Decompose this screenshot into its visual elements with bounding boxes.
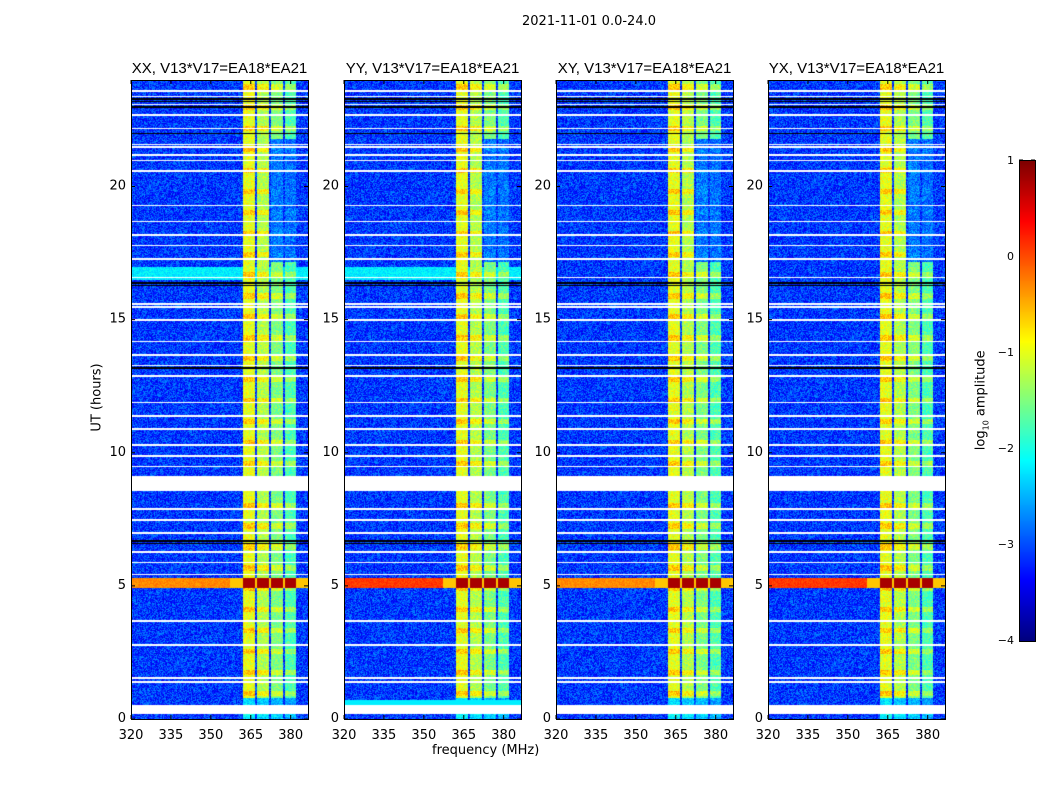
panel-frame bbox=[344, 80, 522, 720]
y-tick-label: 10 bbox=[534, 445, 551, 460]
y-tick-label: 15 bbox=[322, 312, 339, 327]
x-axis-label: frequency (MHz) bbox=[432, 743, 540, 758]
x-tick-label: 350 bbox=[623, 728, 648, 743]
y-tick-label: 15 bbox=[534, 312, 551, 327]
y-tick-label: 15 bbox=[746, 312, 763, 327]
x-tick-label: 365 bbox=[451, 728, 476, 743]
x-tick-label: 320 bbox=[756, 728, 781, 743]
x-tick-label: 380 bbox=[491, 728, 516, 743]
x-tick-label: 365 bbox=[238, 728, 263, 743]
colorbar-tick-label: −1 bbox=[998, 346, 1014, 359]
y-tick-label: 0 bbox=[755, 711, 763, 726]
x-tick-label: 350 bbox=[411, 728, 436, 743]
x-tick-label: 380 bbox=[915, 728, 940, 743]
colorbar-tick-label: −3 bbox=[998, 538, 1014, 551]
panel-title-yx: YX, V13*V17=EA18*EA21 bbox=[769, 60, 945, 77]
x-tick-label: 335 bbox=[796, 728, 821, 743]
colorbar bbox=[1019, 160, 1036, 642]
y-tick-label: 5 bbox=[331, 578, 339, 593]
panel-frame bbox=[131, 80, 309, 720]
colorbar-label: log10 amplitude bbox=[973, 350, 991, 451]
y-tick-label: 15 bbox=[109, 312, 126, 327]
colorbar-tick-label: −2 bbox=[998, 442, 1014, 455]
x-tick-label: 350 bbox=[835, 728, 860, 743]
x-tick-label: 365 bbox=[875, 728, 900, 743]
y-tick-label: 5 bbox=[118, 578, 126, 593]
y-tick-label: 10 bbox=[109, 445, 126, 460]
panel-title-xy: XY, V13*V17=EA18*EA21 bbox=[558, 60, 732, 77]
y-axis-label: UT (hours) bbox=[89, 363, 105, 432]
x-tick-label: 380 bbox=[278, 728, 303, 743]
x-tick-label: 320 bbox=[544, 728, 569, 743]
x-tick-label: 320 bbox=[119, 728, 144, 743]
heatmap-yy bbox=[344, 80, 521, 719]
panel-title-xx: XX, V13*V17=EA18*EA21 bbox=[132, 60, 308, 77]
colorbar-tick-label: 0 bbox=[1007, 250, 1014, 263]
x-tick-label: 365 bbox=[663, 728, 688, 743]
figure-title: 2021-11-01 0.0-24.0 bbox=[522, 14, 656, 29]
panel-title-yy: YY, V13*V17=EA18*EA21 bbox=[346, 60, 520, 77]
y-tick-label: 20 bbox=[746, 179, 763, 194]
colorbar-tick-label: 1 bbox=[1007, 154, 1014, 167]
y-tick-label: 20 bbox=[534, 179, 551, 194]
x-tick-label: 335 bbox=[159, 728, 184, 743]
heatmap-xy bbox=[556, 80, 733, 719]
y-tick-label: 10 bbox=[322, 445, 339, 460]
x-tick-label: 380 bbox=[703, 728, 728, 743]
y-tick-label: 0 bbox=[543, 711, 551, 726]
x-tick-label: 335 bbox=[372, 728, 397, 743]
heatmap-yx bbox=[768, 80, 945, 719]
y-tick-label: 5 bbox=[543, 578, 551, 593]
heatmap-xx bbox=[131, 80, 308, 719]
y-tick-label: 0 bbox=[331, 711, 339, 726]
x-tick-label: 320 bbox=[332, 728, 357, 743]
y-tick-label: 20 bbox=[109, 179, 126, 194]
panel-frame bbox=[556, 80, 734, 720]
y-tick-label: 10 bbox=[746, 445, 763, 460]
x-tick-label: 350 bbox=[198, 728, 223, 743]
x-tick-label: 335 bbox=[584, 728, 609, 743]
y-tick-label: 20 bbox=[322, 179, 339, 194]
colorbar-tick-label: −4 bbox=[998, 634, 1014, 647]
y-tick-label: 5 bbox=[755, 578, 763, 593]
y-tick-label: 0 bbox=[118, 711, 126, 726]
panel-frame bbox=[768, 80, 946, 720]
